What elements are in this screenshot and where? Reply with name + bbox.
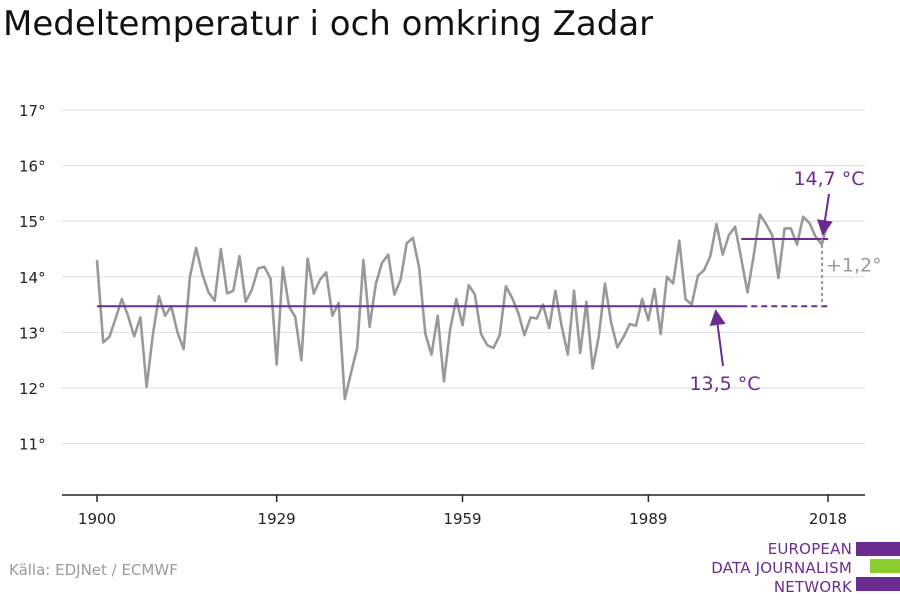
y-tick-label: 15° (19, 213, 46, 231)
reference-lines (97, 237, 828, 308)
baseline-mean-label: 13,5 °C (689, 373, 760, 395)
y-tick-label: 12° (19, 380, 46, 398)
y-tick-label: 11° (19, 436, 46, 454)
logo-text: EUROPEAN DATA JOURNALISM NETWORK (711, 540, 852, 597)
line-chart: 11° 12° 13° 14° 15° 16° 17° 1900 1929 1959 1989 20… (19, 102, 882, 528)
x-tick-label: 2018 (809, 510, 847, 528)
logo-line-1: EUROPEAN (767, 540, 852, 558)
y-axis-tick-labels: 11° 12° 13° 14° 15° 16° 17° (19, 102, 46, 454)
y-gridlines (62, 109, 865, 445)
x-tick-label: 1929 (258, 510, 296, 528)
annotations: +1,2° 13,5 °C 14,7 °C (689, 168, 881, 395)
baseline-mean-arrow (709, 309, 726, 367)
logo-line-2: DATA JOURNALISM (711, 559, 852, 577)
x-tick-label: 1900 (78, 510, 116, 528)
logo-bar-middle (870, 559, 900, 573)
source-note: Källa: EDJNet / ECMWF (9, 561, 178, 579)
logo-bar-bottom (856, 577, 900, 591)
logo-line-3: NETWORK (773, 578, 852, 596)
x-axis-ticks: 1900 1929 1959 1989 2018 (78, 495, 847, 528)
recent-mean-label: 14,7 °C (793, 168, 864, 190)
edjnet-logo: EUROPEAN DATA JOURNALISM NETWORK (700, 540, 900, 596)
y-tick-label: 14° (19, 269, 46, 287)
x-tick-label: 1959 (443, 510, 481, 528)
x-tick-label: 1989 (629, 510, 667, 528)
logo-bar-top (856, 542, 900, 556)
y-tick-label: 16° (19, 158, 46, 176)
y-tick-label: 17° (19, 102, 46, 120)
chart-title: Medeltemperatur i och omkring Zadar (3, 4, 654, 44)
recent-mean-arrow (817, 193, 833, 237)
difference-label: +1,2° (826, 255, 882, 277)
temperature-series-line (95, 213, 830, 401)
y-tick-label: 13° (19, 324, 46, 342)
